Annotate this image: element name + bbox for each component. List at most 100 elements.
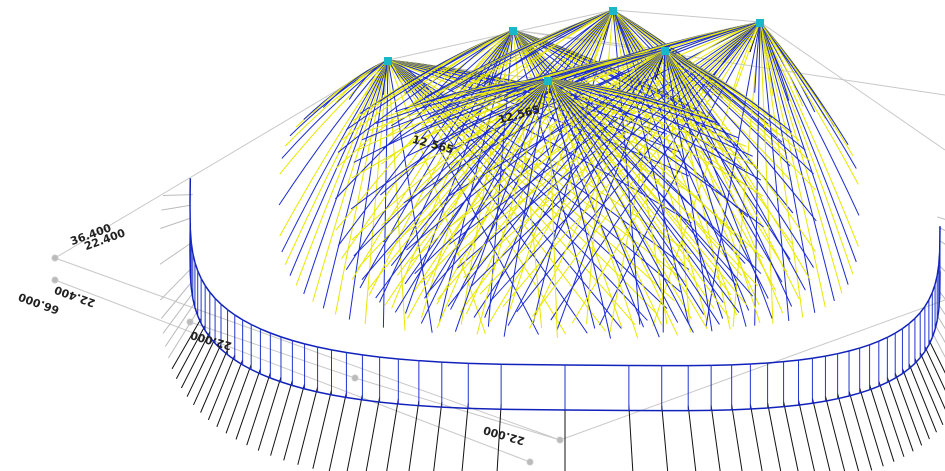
eave-line xyxy=(768,362,784,363)
guy-line xyxy=(940,266,945,296)
grid-line xyxy=(613,10,760,22)
guy-line xyxy=(365,397,380,471)
wall-rail xyxy=(305,389,318,392)
guy-line xyxy=(407,401,419,471)
wall-rail xyxy=(318,392,332,395)
eave-line xyxy=(468,363,501,364)
guy-line xyxy=(937,217,945,227)
eave-line xyxy=(870,341,879,345)
guy-line xyxy=(711,405,723,471)
wall-rail xyxy=(501,409,565,410)
wall-rail xyxy=(732,409,751,410)
guy-line xyxy=(160,269,190,300)
guy-line xyxy=(346,395,362,471)
eave-line xyxy=(442,362,468,363)
guy-line xyxy=(217,360,243,427)
eave-line xyxy=(784,360,799,362)
guy-line xyxy=(688,406,698,471)
eave-line xyxy=(243,320,252,325)
guy-line xyxy=(887,377,913,451)
guy-line xyxy=(629,405,634,471)
mast-top xyxy=(661,47,669,55)
guy-line xyxy=(313,390,332,469)
eave-line xyxy=(920,307,925,313)
eave-line xyxy=(732,364,751,365)
mast-top xyxy=(509,27,517,35)
wall-rail xyxy=(711,410,732,411)
wall-rail xyxy=(798,403,812,405)
eave-line xyxy=(221,304,228,310)
eave-line xyxy=(887,333,895,337)
eave-line xyxy=(812,356,825,358)
eave-line xyxy=(210,292,215,298)
wall-rail xyxy=(398,404,419,406)
eave-line xyxy=(292,340,304,343)
guy-line xyxy=(732,405,745,471)
guy-line xyxy=(849,391,872,470)
eave-line xyxy=(419,361,442,362)
mast-top xyxy=(544,77,552,85)
eave-line xyxy=(909,318,915,323)
guy-line xyxy=(163,195,193,196)
guy-line xyxy=(915,358,943,424)
eave-line xyxy=(380,357,399,359)
dimension-node xyxy=(557,437,563,443)
guy-line xyxy=(160,218,190,228)
wall-rail xyxy=(812,401,825,403)
dimension-node xyxy=(352,375,358,381)
guy-line xyxy=(825,396,846,471)
guy-line xyxy=(236,369,260,440)
wall-rail xyxy=(260,374,270,378)
guy-line xyxy=(161,205,191,210)
tent-drawing: 22.000 22.000 66.000 22.400 36.400 22.40… xyxy=(0,0,945,471)
wall-rail xyxy=(419,406,442,407)
guy-line xyxy=(432,402,442,471)
guy-line xyxy=(768,403,784,471)
wall-rail xyxy=(332,395,347,398)
eave-line xyxy=(929,293,932,300)
wall-rail xyxy=(750,408,767,409)
eave-line xyxy=(798,358,812,360)
guy-line xyxy=(160,244,190,265)
dimension-label: 22.000 xyxy=(482,423,527,447)
eave-line xyxy=(235,315,243,320)
eave-line xyxy=(201,278,205,285)
eave-line xyxy=(251,325,260,329)
guy-line xyxy=(271,380,293,455)
eave-line xyxy=(838,351,849,354)
wall-rail xyxy=(270,378,281,382)
dimension-node xyxy=(52,277,58,283)
wall-rail xyxy=(838,396,849,399)
eave-line xyxy=(879,337,888,341)
dimension-node xyxy=(52,255,58,261)
guy-line xyxy=(798,400,817,471)
guy-line xyxy=(870,385,894,462)
wall-rail xyxy=(825,399,837,401)
guy-line xyxy=(925,347,945,409)
wall-rail xyxy=(442,407,468,408)
guy-line xyxy=(247,373,271,445)
eave-line xyxy=(332,350,347,353)
guy-line xyxy=(940,292,945,332)
guy-line xyxy=(258,377,281,451)
guy-line xyxy=(662,406,670,471)
eave-line xyxy=(860,345,870,348)
guy-line xyxy=(860,388,884,466)
guy-line xyxy=(226,365,251,434)
wall-rail xyxy=(784,405,799,407)
eave-line xyxy=(205,286,210,293)
mast-top xyxy=(384,57,392,65)
guy-line xyxy=(750,404,765,471)
eave-line xyxy=(318,347,332,350)
mast-top xyxy=(609,7,617,15)
dimension-line xyxy=(55,258,560,440)
wall-rail xyxy=(768,407,784,408)
wall-rail xyxy=(190,274,191,287)
eave-line xyxy=(925,300,929,307)
eave-line xyxy=(902,324,909,329)
roof-cable xyxy=(760,22,842,293)
wall-rail xyxy=(292,385,304,388)
wall-rail xyxy=(380,402,399,404)
dimension-label: 22.000 xyxy=(189,328,234,352)
eave-line xyxy=(398,359,419,361)
